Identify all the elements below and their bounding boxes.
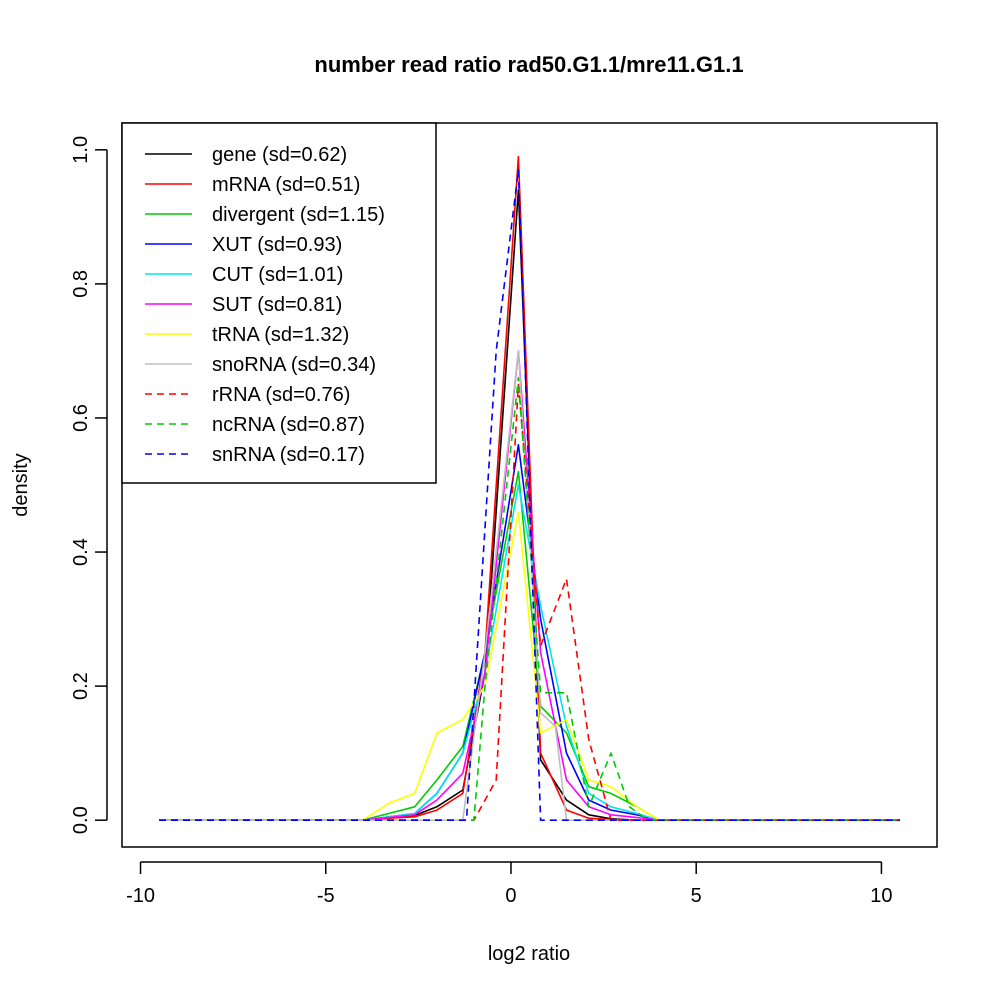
legend-entry-label: XUT (sd=0.93) [212, 234, 342, 256]
x-tick-label: -10 [126, 885, 155, 907]
legend: gene (sd=0.62) mRNA (sd=0.51) divergent (s… [121, 122, 437, 484]
series-line [159, 169, 900, 822]
legend-entry-label: snoRNA (sd=0.34) [212, 354, 376, 376]
y-tick-label: 0.0 [70, 806, 92, 834]
legend-entry-label: CUT (sd=1.01) [212, 264, 343, 286]
legend-entry-label: rRNA (sd=0.76) [212, 384, 350, 406]
x-tick-label: 5 [691, 885, 702, 907]
series-line [159, 383, 900, 822]
y-tick-label: 0.8 [70, 270, 92, 298]
legend-entry-label: mRNA (sd=0.51) [212, 174, 360, 196]
y-axis: 0.0 0.2 0.4 0.6 0.8 1.0 [70, 136, 108, 834]
chart-title: number read ratio rad50.G1.1/mre11.G1.1 [314, 52, 743, 77]
y-tick-label: 0.6 [70, 404, 92, 432]
series-layer [159, 155, 900, 822]
y-axis-label: density [10, 453, 32, 516]
series-line [159, 484, 900, 822]
legend-entry-label: ncRNA (sd=0.87) [212, 414, 365, 436]
legend-entry-label: gene (sd=0.62) [212, 144, 347, 166]
series-line [159, 470, 900, 822]
legend-entry-label: divergent (sd=1.15) [212, 204, 385, 226]
legend-entry-label: tRNA (sd=1.32) [212, 324, 349, 346]
y-tick-label: 1.0 [70, 136, 92, 164]
x-tick-label: 0 [505, 885, 516, 907]
x-axis: -10 -5 0 5 10 [126, 861, 893, 907]
x-axis-label: log2 ratio [488, 943, 570, 965]
series-line [159, 510, 900, 822]
x-tick-label: -5 [317, 885, 335, 907]
x-tick-label: 10 [870, 885, 892, 907]
legend-entry-label: snRNA (sd=0.17) [212, 444, 365, 466]
y-tick-label: 0.4 [70, 538, 92, 566]
legend-entry-label: SUT (sd=0.81) [212, 294, 342, 316]
y-tick-label: 0.2 [70, 672, 92, 700]
legend-box [121, 122, 437, 484]
plot-frame [121, 122, 938, 848]
